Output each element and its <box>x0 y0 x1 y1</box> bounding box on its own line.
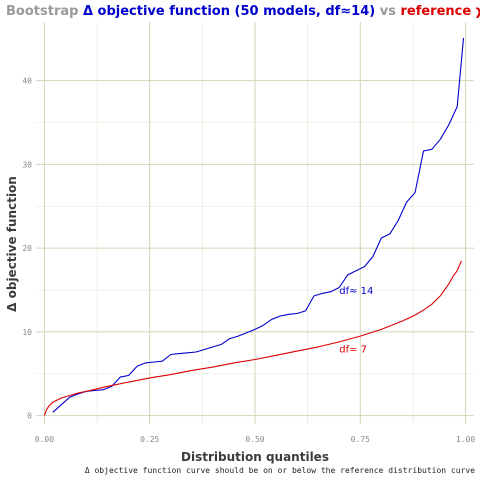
title-part-1: Δ objective function <box>83 4 230 19</box>
title-part-0: Bootstrap <box>6 4 83 19</box>
series-lines <box>43 37 465 416</box>
x-tick-label: 0.25 <box>140 435 159 444</box>
chart-caption: Δ objective function curve should be on … <box>85 466 475 475</box>
y-tick-label: 40 <box>22 77 32 86</box>
series-line-0 <box>52 37 465 413</box>
series-label-0: df≈ 14 <box>339 286 373 297</box>
y-tick-label: 0 <box>27 412 32 421</box>
title-part-4: reference <box>400 4 475 19</box>
title-part-3: vs <box>375 4 400 19</box>
title-part-5: χ²(df=7) <box>476 4 480 19</box>
x-tick-label: 0.50 <box>245 435 264 444</box>
y-tick-label: 10 <box>22 328 32 337</box>
y-axis-title: Δ objective function <box>5 176 19 312</box>
y-tick-label: 30 <box>22 160 32 169</box>
x-tick-label: 1.00 <box>456 435 475 444</box>
series-labels: df≈ 14 df= 7 <box>339 286 373 356</box>
series-label-1: df= 7 <box>339 345 367 356</box>
y-tick-label: 20 <box>22 244 32 253</box>
title-part-2: (50 models, df≈14) <box>230 4 375 19</box>
series-line-1 <box>43 260 462 416</box>
grid <box>36 22 474 424</box>
chart-title: Bootstrap Δ objective function (50 model… <box>6 4 480 19</box>
x-axis-title: Distribution quantiles <box>181 450 329 464</box>
x-tick-label: 0.00 <box>35 435 54 444</box>
axis-ticks: 0.00 0.25 0.50 0.75 1.00 0 10 20 30 40 <box>22 77 475 444</box>
x-tick-label: 0.75 <box>351 435 370 444</box>
